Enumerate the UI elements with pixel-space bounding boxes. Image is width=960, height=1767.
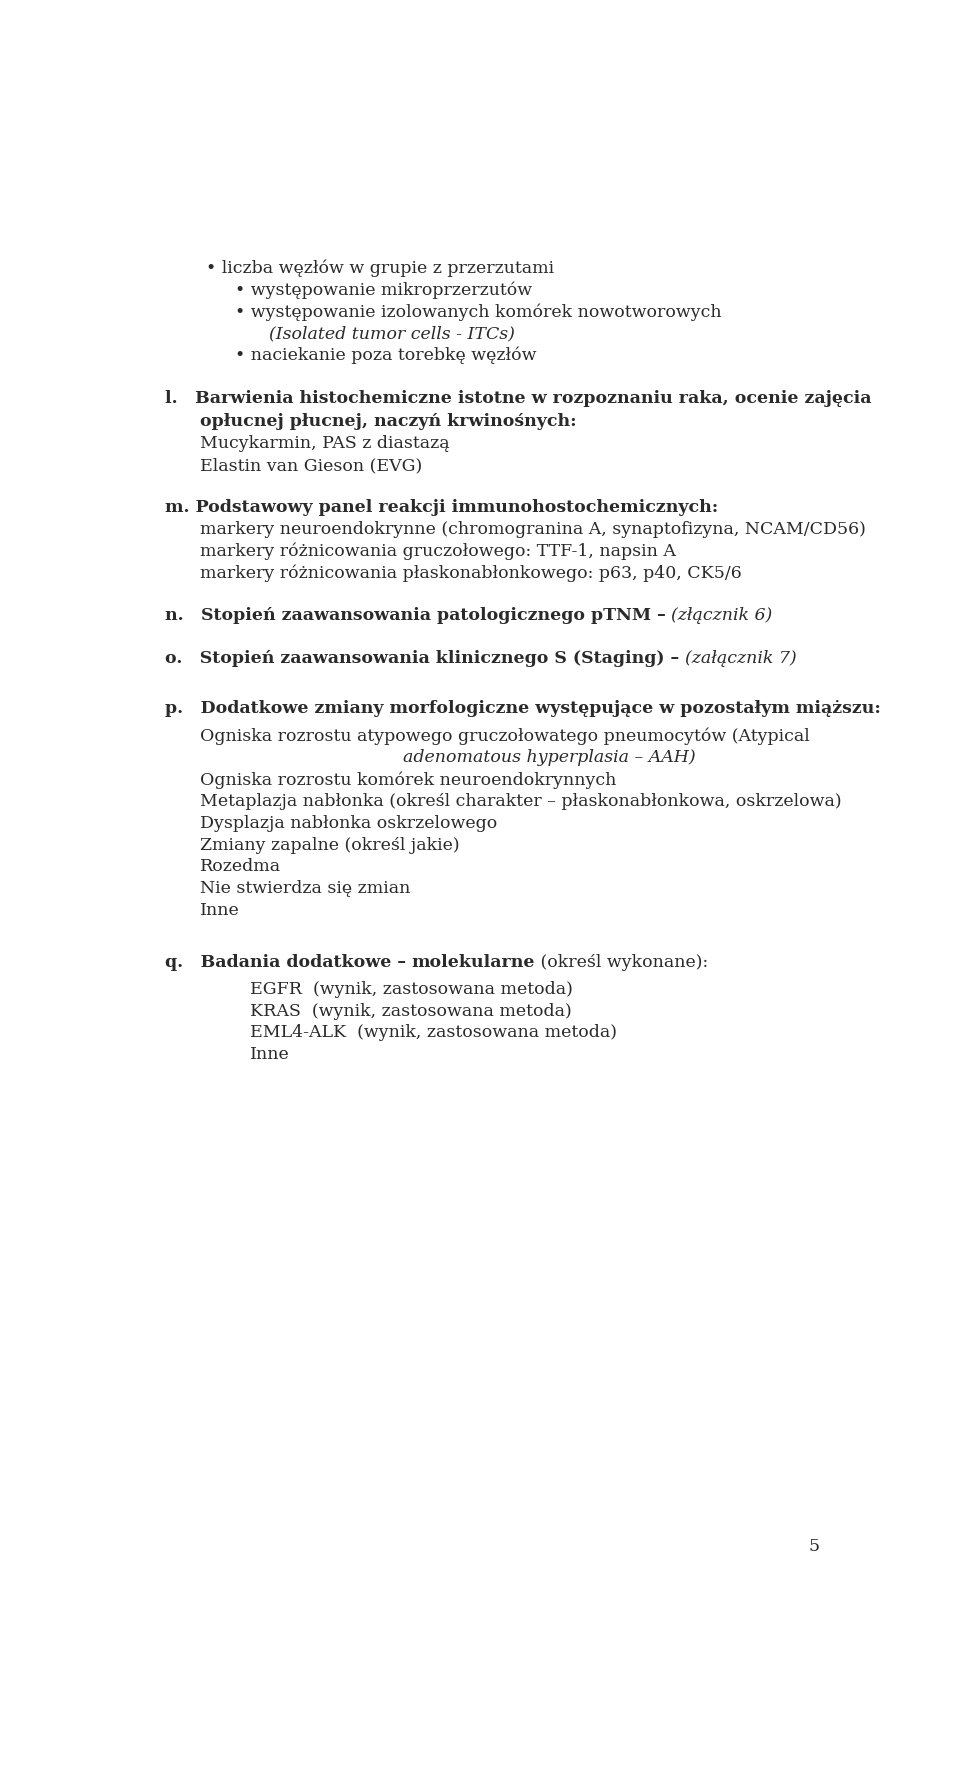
Text: Dysplazja nabłonka oskrzelowego: Dysplazja nabłonka oskrzelowego (200, 815, 497, 832)
Text: EML4-ALK  (wynik, zastosowana metoda): EML4-ALK (wynik, zastosowana metoda) (251, 1025, 617, 1041)
Text: Metaplazja nabłonka (określ charakter – płaskonabłonkowa, oskrzelowa): Metaplazja nabłonka (określ charakter – … (200, 793, 841, 809)
Text: Nie stwierdza się zmian: Nie stwierdza się zmian (200, 880, 410, 898)
Text: n. Stopień zaawansowania patologicznego pTNM –: n. Stopień zaawansowania patologicznego … (165, 606, 671, 624)
Text: opłucnej płucnej, naczyń krwinośnych:: opłucnej płucnej, naczyń krwinośnych: (200, 413, 576, 431)
Text: adenomatous hyperplasia – AAH): adenomatous hyperplasia – AAH) (403, 749, 695, 767)
Text: l. Barwienia histochemiczne istotne w rozpoznaniu raka, ocenie zajęcia: l. Barwienia histochemiczne istotne w ro… (165, 391, 871, 406)
Text: Inne: Inne (251, 1046, 290, 1064)
Text: Inne: Inne (200, 901, 239, 919)
Text: m. Podstawowy panel reakcji immunohostochemicznych:: m. Podstawowy panel reakcji immunohostoc… (165, 498, 718, 516)
Text: markery różnicowania płaskonabłonkowego: p63, p40, CK5/6: markery różnicowania płaskonabłonkowego:… (200, 564, 741, 581)
Text: • liczba węzłów w grupie z przerzutami: • liczba węzłów w grupie z przerzutami (205, 260, 554, 277)
Text: p. Dodatkowe zmiany morfologiczne występujące w pozostałym miąższu:: p. Dodatkowe zmiany morfologiczne występ… (165, 700, 880, 717)
Text: (załącznik 7): (załącznik 7) (684, 650, 797, 668)
Text: KRAS  (wynik, zastosowana metoda): KRAS (wynik, zastosowana metoda) (251, 1002, 572, 1020)
Text: Mucykarmin, PAS z diastazą: Mucykarmin, PAS z diastazą (200, 435, 449, 452)
Text: 5: 5 (808, 1537, 820, 1555)
Text: (określ wykonane):: (określ wykonane): (535, 954, 708, 970)
Text: (Isolated tumor cells - ITCs): (Isolated tumor cells - ITCs) (269, 325, 515, 343)
Text: EGFR  (wynik, zastosowana metoda): EGFR (wynik, zastosowana metoda) (251, 981, 573, 998)
Text: • występowanie mikroprzerzutów: • występowanie mikroprzerzutów (235, 281, 533, 299)
Text: o. Stopień zaawansowania klinicznego S (Staging) –: o. Stopień zaawansowania klinicznego S (… (165, 650, 684, 668)
Text: markery neuroendokrynne (chromogranina A, synaptofizyna, NCAM/CD56): markery neuroendokrynne (chromogranina A… (200, 521, 866, 537)
Text: q. Badania dodatkowe –: q. Badania dodatkowe – (165, 954, 412, 970)
Text: markery różnicowania gruczołowego: TTF-1, napsin A: markery różnicowania gruczołowego: TTF-1… (200, 542, 676, 560)
Text: • naciekanie poza torebkę węzłów: • naciekanie poza torebkę węzłów (235, 346, 537, 364)
Text: (złącznik 6): (złącznik 6) (671, 606, 773, 624)
Text: Rozedma: Rozedma (200, 859, 280, 875)
Text: • występowanie izolowanych komórek nowotworowych: • występowanie izolowanych komórek nowot… (235, 304, 722, 320)
Text: Ogniska rozrostu atypowego gruczołowatego pneumocytów (Atypical: Ogniska rozrostu atypowego gruczołowateg… (200, 728, 809, 746)
Text: Elastin van Gieson (EVG): Elastin van Gieson (EVG) (200, 458, 421, 474)
Text: Zmiany zapalne (określ jakie): Zmiany zapalne (określ jakie) (200, 836, 459, 853)
Text: molekularne: molekularne (412, 954, 535, 970)
Text: Ogniska rozrostu komórek neuroendokrynnych: Ogniska rozrostu komórek neuroendokrynny… (200, 770, 616, 788)
